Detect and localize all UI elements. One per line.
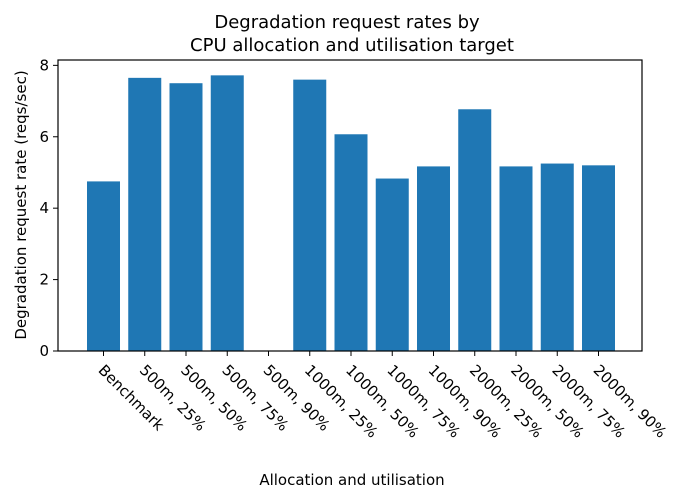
bar-6 [334, 134, 368, 351]
bar-11 [540, 163, 574, 351]
chart-title-line-1: Degradation request rates by [214, 12, 480, 33]
y-tick-label-3: 6 [39, 128, 49, 146]
y-axis-ticks: 0 2 4 6 8 [39, 56, 58, 360]
y-tick-label-2: 4 [39, 199, 49, 217]
bar-12 [582, 165, 615, 351]
bar-3 [210, 75, 244, 351]
bar-10 [499, 166, 533, 351]
y-axis-label: Degradation request rate (reqs/sec) [12, 70, 30, 339]
x-axis-label: Allocation and utilisation [259, 471, 444, 489]
bars-group [87, 75, 615, 352]
plot-frame [57, 59, 643, 352]
bar-9 [458, 109, 492, 352]
bar-1 [128, 77, 162, 351]
y-tick-label-0: 0 [39, 342, 49, 360]
y-tick-label-4: 8 [39, 56, 49, 74]
bar-8 [417, 166, 450, 351]
bar-0 [87, 181, 120, 351]
chart-title-line-2: CPU allocation and utilisation target [190, 35, 514, 56]
bar-5 [293, 79, 327, 351]
bar-7 [375, 178, 409, 351]
y-tick-label-1: 2 [39, 271, 49, 289]
bar-2 [169, 83, 203, 352]
